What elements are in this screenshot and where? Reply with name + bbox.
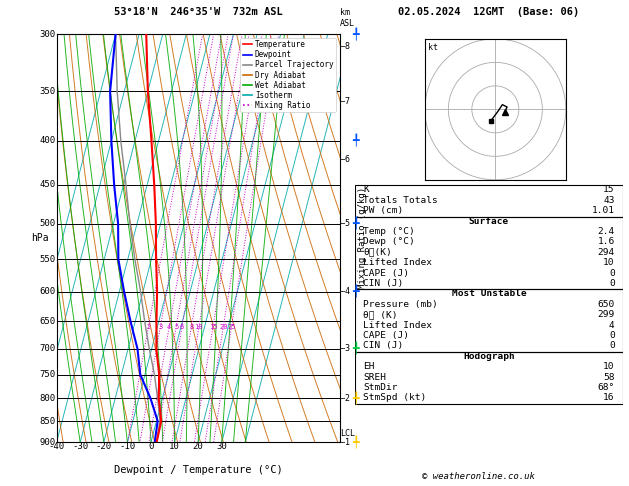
Text: StmDir: StmDir (364, 383, 398, 392)
Text: K: K (364, 185, 369, 194)
Text: 53°18'N  246°35'W  732m ASL: 53°18'N 246°35'W 732m ASL (114, 7, 282, 17)
Text: θᴄ(K): θᴄ(K) (364, 248, 392, 257)
Text: SREH: SREH (364, 373, 386, 382)
Text: 650: 650 (39, 317, 55, 326)
Text: –4: –4 (340, 287, 350, 296)
Text: CIN (J): CIN (J) (364, 341, 404, 350)
Text: ╇: ╇ (352, 217, 359, 230)
Text: 10: 10 (603, 258, 615, 267)
Text: ╇: ╇ (352, 285, 359, 298)
Bar (355, 217, 623, 289)
Text: 350: 350 (39, 87, 55, 96)
Text: 0: 0 (609, 331, 615, 340)
Text: Surface: Surface (469, 217, 509, 226)
Text: –1: –1 (340, 438, 350, 447)
Text: 10: 10 (169, 442, 180, 451)
Text: 450: 450 (39, 180, 55, 189)
Text: 700: 700 (39, 345, 55, 353)
Text: Mixing Ratio (g/kg): Mixing Ratio (g/kg) (358, 187, 367, 289)
Text: 650: 650 (598, 300, 615, 309)
Text: 6: 6 (180, 324, 184, 330)
Text: 550: 550 (39, 255, 55, 264)
Text: Dewp (°C): Dewp (°C) (364, 237, 415, 246)
Text: –2: –2 (340, 394, 350, 403)
Text: 800: 800 (39, 394, 55, 403)
Text: -10: -10 (120, 442, 135, 451)
Text: km
ASL: km ASL (340, 8, 355, 28)
Text: –5: –5 (340, 219, 350, 228)
Text: 900: 900 (39, 438, 55, 447)
Text: Pressure (mb): Pressure (mb) (364, 300, 438, 309)
Text: ╇: ╇ (352, 392, 359, 405)
Text: 15: 15 (209, 324, 217, 330)
Text: -40: -40 (48, 442, 65, 451)
Text: 5: 5 (174, 324, 178, 330)
Text: 600: 600 (39, 287, 55, 296)
Text: EH: EH (364, 362, 375, 371)
Text: Temp (°C): Temp (°C) (364, 227, 415, 236)
Legend: Temperature, Dewpoint, Parcel Trajectory, Dry Adiabat, Wet Adiabat, Isotherm, Mi: Temperature, Dewpoint, Parcel Trajectory… (240, 38, 336, 112)
Text: 16: 16 (603, 393, 615, 402)
Text: 300: 300 (39, 30, 55, 38)
Text: 1.6: 1.6 (598, 237, 615, 246)
Text: –6: –6 (340, 155, 350, 164)
Text: CAPE (J): CAPE (J) (364, 331, 409, 340)
Text: 10: 10 (194, 324, 203, 330)
Text: 0: 0 (609, 279, 615, 288)
Text: 3: 3 (159, 324, 162, 330)
Text: Lifted Index: Lifted Index (364, 321, 432, 330)
Text: 15: 15 (603, 185, 615, 194)
Bar (355, 289, 623, 352)
Text: –8: –8 (340, 42, 350, 51)
Text: 30: 30 (216, 442, 227, 451)
Bar (355, 352, 623, 404)
Text: –3: –3 (340, 345, 350, 353)
Text: 4: 4 (167, 324, 171, 330)
Text: 0: 0 (148, 442, 153, 451)
Text: 4: 4 (609, 321, 615, 330)
Text: –7: –7 (340, 97, 350, 106)
Text: hPa: hPa (31, 233, 48, 243)
Text: 500: 500 (39, 219, 55, 228)
Text: 850: 850 (39, 417, 55, 426)
Text: StmSpd (kt): StmSpd (kt) (364, 393, 426, 402)
Text: 43: 43 (603, 196, 615, 205)
Text: ╇: ╇ (352, 28, 359, 40)
Text: ╇: ╇ (352, 135, 359, 147)
Text: -30: -30 (72, 442, 88, 451)
Text: LCL: LCL (340, 430, 355, 438)
Text: 0: 0 (609, 341, 615, 350)
Text: 20: 20 (192, 442, 204, 451)
Text: 294: 294 (598, 248, 615, 257)
Text: -20: -20 (96, 442, 112, 451)
Text: 1.01: 1.01 (592, 206, 615, 215)
Text: 8: 8 (189, 324, 194, 330)
Text: 400: 400 (39, 137, 55, 145)
Text: Lifted Index: Lifted Index (364, 258, 432, 267)
Text: CAPE (J): CAPE (J) (364, 269, 409, 278)
Text: Most Unstable: Most Unstable (452, 289, 526, 298)
Text: © weatheronline.co.uk: © weatheronline.co.uk (421, 472, 535, 481)
Text: 299: 299 (598, 310, 615, 319)
Text: PW (cm): PW (cm) (364, 206, 404, 215)
Text: 58: 58 (603, 373, 615, 382)
Text: 68°: 68° (598, 383, 615, 392)
Text: 750: 750 (39, 370, 55, 379)
Text: Totals Totals: Totals Totals (364, 196, 438, 205)
Text: CIN (J): CIN (J) (364, 279, 404, 288)
Text: 02.05.2024  12GMT  (Base: 06): 02.05.2024 12GMT (Base: 06) (398, 7, 580, 17)
Text: kt: kt (428, 43, 438, 52)
Text: 25: 25 (227, 324, 236, 330)
Text: 2.4: 2.4 (598, 227, 615, 236)
Text: Dewpoint / Temperature (°C): Dewpoint / Temperature (°C) (114, 465, 282, 475)
Text: 2: 2 (147, 324, 150, 330)
Bar (355, 185, 623, 217)
Text: θᴄ (K): θᴄ (K) (364, 310, 398, 319)
Text: 0: 0 (609, 269, 615, 278)
Text: 10: 10 (603, 362, 615, 371)
Text: ╇: ╇ (352, 436, 359, 449)
Text: ╇: ╇ (352, 342, 359, 355)
Text: Hodograph: Hodograph (463, 352, 515, 361)
Text: 20: 20 (219, 324, 228, 330)
